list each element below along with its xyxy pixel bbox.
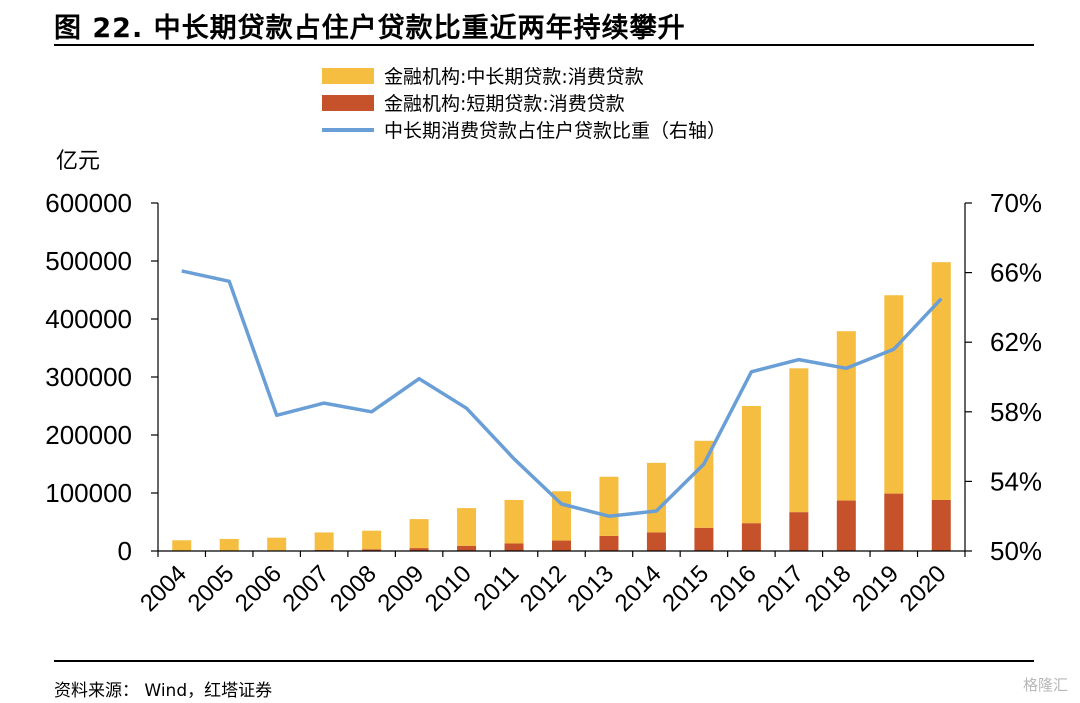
x-tick-label-2017: 2017	[752, 560, 809, 617]
legend-label: 中长期消费贷款占住户贷款比重（右轴）	[384, 120, 726, 142]
bar-long-term-2008	[362, 530, 382, 550]
ratio-line	[181, 269, 943, 518]
left-axis-unit-label: 亿元	[56, 149, 100, 174]
bar-short-term-2009	[409, 548, 429, 551]
page-title: 图 22. 中长期贷款占住户贷款比重近两年持续攀升	[54, 13, 686, 44]
right-tick-label: 54%	[990, 466, 1042, 496]
left-tick-label: 400000	[45, 304, 132, 334]
x-tick-label-2009: 2009	[372, 560, 429, 617]
bar-long-term-2017	[789, 368, 809, 513]
left-tick-label: 200000	[45, 420, 132, 450]
left-tick-label: 600000	[45, 188, 132, 218]
bar-short-term-2016	[741, 523, 761, 551]
bar-short-term-2012	[552, 540, 571, 551]
bar-long-term-2018	[836, 331, 856, 501]
legend-swatch-long-term	[322, 68, 374, 84]
bar-short-term-2008	[362, 549, 382, 551]
bar-long-term-2015	[694, 440, 714, 528]
x-tick-label-2015: 2015	[657, 560, 714, 617]
bar-short-term-2014	[646, 532, 666, 551]
bar-short-term-2010	[457, 545, 477, 551]
source-note: 资料来源： Wind，红塔证券	[54, 681, 273, 701]
bar-long-term-2007	[314, 532, 334, 550]
legend-swatch-short-term	[322, 95, 374, 111]
bar-layer	[172, 262, 951, 551]
x-tick-label-2008: 2008	[325, 560, 382, 617]
x-tick-label-2020: 2020	[895, 560, 952, 617]
bar-long-term-2005	[219, 538, 239, 551]
bar-long-term-2004	[172, 540, 192, 551]
bar-short-term-2020	[931, 499, 951, 551]
bar-long-term-2006	[267, 537, 287, 551]
legend: 金融机构:中长期贷款:消费贷款金融机构:短期贷款:消费贷款中长期消费贷款占住户贷…	[322, 66, 726, 142]
right-tick-label: 62%	[990, 327, 1042, 357]
right-tick-label: 70%	[990, 188, 1042, 218]
legend-label: 金融机构:中长期贷款:消费贷款	[384, 66, 644, 88]
x-tick-label-2018: 2018	[800, 560, 857, 617]
x-tick-label-2012: 2012	[515, 560, 572, 617]
right-tick-label: 66%	[990, 258, 1042, 288]
bar-long-term-2019	[884, 295, 904, 494]
chart: 金融机构:中长期贷款:消费贷款金融机构:短期贷款:消费贷款中长期消费贷款占住户贷…	[45, 66, 1042, 617]
bar-short-term-2017	[789, 512, 809, 551]
x-tick-label-2007: 2007	[278, 560, 335, 617]
x-tick-label-2019: 2019	[847, 560, 904, 617]
x-tick-label-2013: 2013	[562, 560, 619, 617]
bar-short-term-2013	[599, 535, 619, 551]
left-tick-label: 0	[118, 536, 132, 566]
bar-short-term-2015	[694, 527, 714, 551]
bar-long-term-2010	[457, 508, 477, 546]
left-tick-label: 100000	[45, 478, 132, 508]
bar-short-term-2019	[884, 493, 904, 551]
x-tick-label-2016: 2016	[705, 560, 762, 617]
x-tick-label-2011: 2011	[469, 560, 525, 616]
bar-short-term-2018	[836, 500, 856, 551]
x-tick-label-2014: 2014	[610, 560, 667, 617]
bar-long-term-2013	[599, 476, 619, 536]
x-tick-label-2005: 2005	[183, 560, 240, 617]
left-tick-label: 300000	[45, 362, 132, 392]
bar-long-term-2014	[646, 462, 666, 533]
title-rule	[54, 44, 1034, 46]
x-tick-label-2010: 2010	[420, 560, 477, 617]
bar-long-term-2009	[409, 519, 429, 549]
line-layer	[181, 269, 943, 518]
right-tick-label: 50%	[990, 536, 1042, 566]
watermark: 格隆汇	[1022, 676, 1068, 694]
footer-rule	[54, 660, 1034, 662]
left-tick-label: 500000	[45, 246, 132, 276]
bar-long-term-2011	[504, 499, 524, 544]
legend-label: 金融机构:短期贷款:消费贷款	[384, 93, 625, 115]
bar-short-term-2011	[504, 543, 524, 551]
bar-long-term-2016	[741, 406, 761, 524]
right-tick-label: 58%	[990, 397, 1042, 427]
x-tick-label-2006: 2006	[230, 560, 287, 617]
bar-long-term-2020	[931, 262, 951, 500]
x-tick-label-2004: 2004	[135, 560, 192, 617]
